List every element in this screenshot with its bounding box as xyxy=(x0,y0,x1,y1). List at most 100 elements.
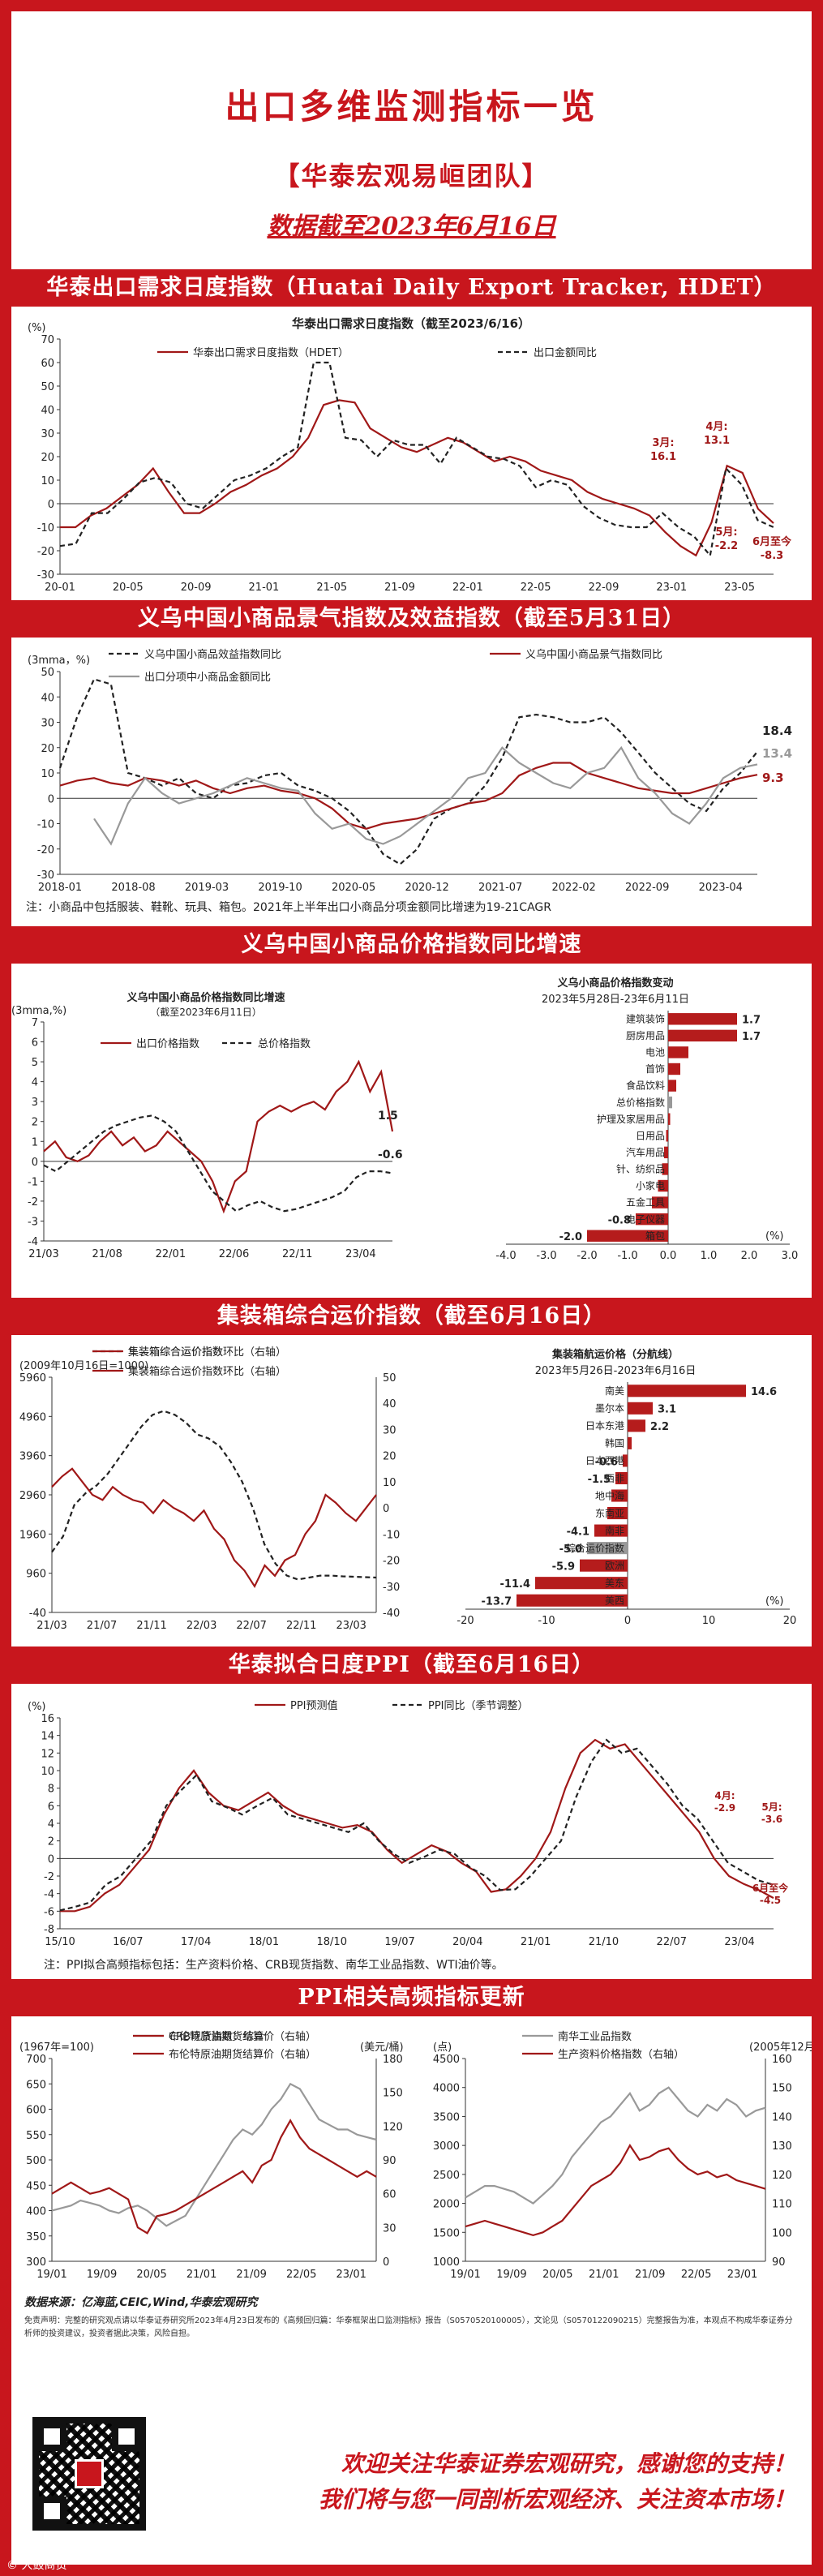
ppi_daily-y-tick-label: 4 xyxy=(48,1818,54,1831)
ppi_daily-y-label: (%) xyxy=(28,1701,46,1713)
nanhua-x-tick-label: 21/09 xyxy=(635,2269,665,2281)
yiwu_price_line-y-tick-label: 2 xyxy=(32,1117,38,1129)
nanhua-series-1 xyxy=(465,2143,766,2237)
crb-y-tick-label: 400 xyxy=(26,2206,46,2218)
freight_bar-bar-9 xyxy=(587,1542,628,1555)
ppi_daily-x-tick-label: 15/10 xyxy=(45,1936,75,1948)
nanhua-y-tick-label: 1000 xyxy=(433,2256,460,2269)
yiwu_price_bar-category-label-0: 建筑装饰 xyxy=(626,1012,665,1024)
crb-y-tick-label: 450 xyxy=(26,2180,46,2192)
ppi_daily-y-tick-label: 8 xyxy=(48,1784,54,1796)
crb-x-tick-label: 22/05 xyxy=(286,2269,316,2281)
nanhua-x-tick-label: 19/09 xyxy=(496,2269,526,2281)
freight_bar-value-label-11: -11.4 xyxy=(500,1578,530,1591)
ppi_daily-y-tick-label: 10 xyxy=(41,1766,54,1778)
yiwu_price_bar-category-label-9: 针、纺织品 xyxy=(616,1163,665,1175)
hdet-x-tick-label: 23-01 xyxy=(656,582,687,594)
yiwu_boom-x-tick-label: 2022-09 xyxy=(625,882,669,894)
yiwu_price_bar-value-label-12: -0.8 xyxy=(608,1214,631,1226)
yiwu-boom-a-legend-label-0: 义乌中国小商品效益指数同比 xyxy=(144,648,281,661)
ppi_daily-y-tick-label: -2 xyxy=(44,1871,54,1883)
freight_line-series-1 xyxy=(51,1467,377,1589)
freight_line-y-tick-label: 5960 xyxy=(19,1372,46,1385)
freight_line-x-tick-label: 21/11 xyxy=(136,1620,166,1632)
yiwu_price_line-y-tick-label: 0 xyxy=(32,1157,38,1169)
freight_line-x-tick-label: 21/07 xyxy=(87,1620,117,1632)
nanhua-x-tick-label: 22/05 xyxy=(681,2269,711,2281)
nanhua-y-label: (点) xyxy=(433,2041,452,2054)
nanhua-y-tick-label: 2500 xyxy=(433,2170,460,2182)
yiwu_boom-x-tick-label: 2020-05 xyxy=(332,882,375,894)
freight_line-y2-tick-label: 30 xyxy=(383,1424,396,1436)
freight_line-x-tick-label: 22/07 xyxy=(236,1620,266,1632)
hdet-y-tick-label: 20 xyxy=(41,452,54,464)
yiwu_price_bar-value-label-13: -2.0 xyxy=(559,1231,582,1243)
yiwu_price_bar-bar-8 xyxy=(664,1146,668,1159)
section-title-hdet: 华泰出口需求日度指数（Huatai Daily Export Tracker, … xyxy=(11,269,812,307)
freight_bar-x-tick-label: -10 xyxy=(538,1615,555,1627)
ppi_daily-x-tick-label: 21/01 xyxy=(521,1936,551,1948)
ppi_daily-x-tick-label: 19/07 xyxy=(384,1936,414,1948)
freight-bar-title: 集装箱航运价格（分航线） xyxy=(551,1348,679,1361)
thanks-line-1: 欢迎关注华泰证券宏观研究，感谢您的支持！ xyxy=(341,2450,795,2477)
report-frame: 出口多维监测指标一览 【华泰宏观易峘团队】 数据截至2023年6月16日 华泰出… xyxy=(11,11,812,2565)
crb-x-tick-label: 21/01 xyxy=(186,2269,216,2281)
hdet-x-tick-label: 21-09 xyxy=(384,582,415,594)
freight_line-x-tick-label: 23/03 xyxy=(336,1620,366,1632)
yiwu-price-bar-title: 义乌小商品价格指数变动 xyxy=(557,977,673,990)
thanks-line-2: 我们将与您一同剖析宏观经济、关注资本市场！ xyxy=(318,2486,795,2513)
yiwu-boom-end-label-2: 9.3 xyxy=(762,771,784,785)
yiwu_price_bar-x-tick-label: -4.0 xyxy=(495,1250,516,1262)
yiwu_price_bar-bar-3 xyxy=(668,1063,680,1075)
freight_bar-category-label-9: 综合运价指数 xyxy=(566,1542,624,1554)
hdet-x-tick-label: 22-01 xyxy=(452,582,483,594)
freight_bar-category-label-5: 西非 xyxy=(605,1473,624,1484)
freight_bar-bar-7 xyxy=(607,1507,628,1520)
yiwu_price_bar-bar-10 xyxy=(658,1179,668,1192)
freight_bar-value-label-8: -4.1 xyxy=(567,1526,589,1538)
nanhua-x-tick-label: 21/01 xyxy=(589,2269,619,2281)
watermark: © 大鼓商贸 xyxy=(6,2559,67,2572)
yiwu_price_bar-x-label: (%) xyxy=(765,1230,784,1243)
yiwu-price-chart: 义乌中国小商品价格指数同比增速（截至2023年6月11日）出口价格指数 总价格指数… xyxy=(11,977,798,1262)
yiwu_price_line-y-tick-label: 5 xyxy=(32,1057,38,1069)
hdet-legend-label-0: 华泰出口需求日度指数（HDET） xyxy=(193,346,349,359)
hdet-annotation-value-0: 16.1 xyxy=(650,451,676,463)
freight_bar-x-tick-label: -20 xyxy=(457,1615,474,1627)
page-title: 出口多维监测指标一览 xyxy=(225,87,598,127)
crb-y-tick-label: 550 xyxy=(26,2130,46,2142)
ppi_daily-y-tick-label: 6 xyxy=(48,1801,54,1813)
yiwu_price_line-x-tick-label: 21/08 xyxy=(92,1248,122,1260)
nanhua-y-tick-label: 3500 xyxy=(433,2111,460,2123)
crb-series-0 xyxy=(51,2082,377,2227)
ppi-panel: PPI预测值 PPI同比（季节调整） -8 -6 -4 -2 0 2 4 6 8 10 12 14 16 15… xyxy=(11,1685,812,1979)
crb-y2-tick-label: 30 xyxy=(383,2222,396,2235)
yiwu-price-line-title: 义乌中国小商品价格指数同比增速 xyxy=(126,991,285,1004)
hdet-x-tick-label: 20-01 xyxy=(45,582,75,594)
yiwu_price_bar-bar-1 xyxy=(668,1029,737,1042)
hdet-y-tick-label: 40 xyxy=(41,405,54,417)
hdet-panel: 华泰出口需求日度指数（截至2023/6/16） 华泰出口需求日度指数（HDET） 出… xyxy=(11,308,812,599)
qr-code[interactable] xyxy=(32,2417,146,2531)
yiwu_boom-x-tick-label: 2021-07 xyxy=(478,882,522,894)
crb-y2-tick-label: 90 xyxy=(383,2155,396,2167)
freight_line-y-tick-label: 2960 xyxy=(19,1490,46,1502)
hdet-y-tick-label: 30 xyxy=(41,428,54,440)
freight_line-y2-tick-label: 0 xyxy=(383,1503,389,1515)
ppi_daily-x-tick-label: 20/04 xyxy=(452,1936,482,1948)
yiwu_price_bar-x-tick-label: -3.0 xyxy=(536,1250,556,1262)
crb-y2-tick-label: 0 xyxy=(383,2256,389,2269)
crb-y2-tick-label: 120 xyxy=(383,2121,403,2133)
crb-y-label: (1967年=100) xyxy=(19,2041,94,2054)
freight_line-x-tick-label: 21/03 xyxy=(36,1620,66,1632)
hdet-y-tick-label: 70 xyxy=(41,334,54,346)
yiwu-boom-panel: 义乌中国小商品效益指数同比 义乌中国小商品景气指数同比 出口分项中小商品金额同比 -3… xyxy=(11,639,812,925)
nanhua-x-tick-label: 20/05 xyxy=(542,2269,572,2281)
yiwu_price_line-y-label: (3mma,%) xyxy=(11,1005,66,1017)
ppi_daily-y-tick-label: 2 xyxy=(48,1836,54,1848)
freight_line-y-tick-label: 3960 xyxy=(19,1451,46,1463)
freight_bar-value-label-12: -13.7 xyxy=(482,1596,512,1608)
freight_bar-category-label-7: 东南亚 xyxy=(595,1507,624,1519)
ppi-chart: PPI预测值 PPI同比（季节调整） -8 -6 -4 -2 0 2 4 6 8 10 12 14 16 15… xyxy=(28,1699,789,1948)
ppi-legend-label-1: PPI同比（季节调整） xyxy=(428,1700,529,1712)
